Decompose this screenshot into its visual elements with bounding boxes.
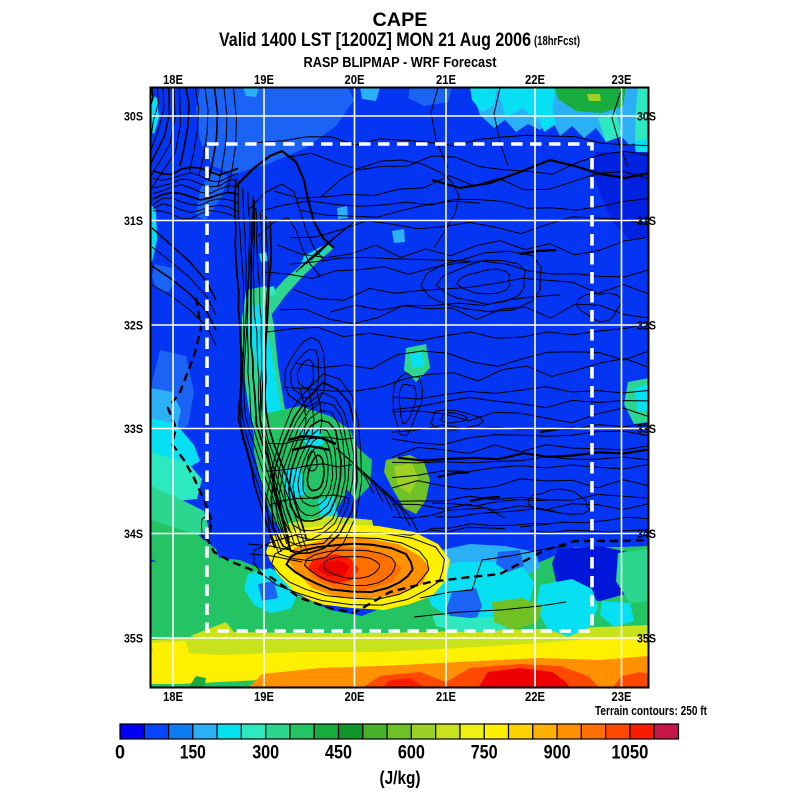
svg-text:22E: 22E	[525, 689, 545, 704]
svg-text:22E: 22E	[525, 72, 545, 87]
svg-text:18E: 18E	[163, 72, 183, 87]
svg-text:30S: 30S	[637, 112, 656, 124]
svg-text:RASP BLIPMAP - WRF Forecast: RASP BLIPMAP - WRF Forecast	[304, 55, 497, 71]
svg-text:34S: 34S	[637, 529, 656, 541]
svg-text:19E: 19E	[254, 72, 274, 87]
svg-text:(J/kg): (J/kg)	[380, 767, 421, 788]
svg-text:300: 300	[252, 742, 279, 764]
svg-text:35S: 35S	[637, 634, 656, 646]
svg-text:1050: 1050	[611, 742, 648, 764]
svg-text:900: 900	[544, 742, 571, 764]
svg-text:33S: 33S	[637, 424, 656, 436]
svg-text:35S: 35S	[124, 634, 143, 646]
svg-text:21E: 21E	[436, 72, 456, 87]
svg-text:32S: 32S	[124, 321, 143, 333]
svg-text:30S: 30S	[124, 112, 143, 124]
svg-text:Terrain contours: 250 ft: Terrain contours: 250 ft	[595, 704, 708, 718]
svg-text:31S: 31S	[124, 216, 143, 228]
svg-text:18E: 18E	[163, 689, 183, 704]
svg-text:23E: 23E	[612, 689, 632, 704]
svg-text:Valid 1400 LST [1200Z] MON 21: Valid 1400 LST [1200Z] MON 21 Aug 2006	[219, 30, 531, 51]
svg-text:19E: 19E	[254, 689, 274, 704]
svg-text:21E: 21E	[436, 689, 456, 704]
svg-text:20E: 20E	[345, 72, 365, 87]
svg-text:33S: 33S	[124, 424, 143, 436]
svg-text:750: 750	[471, 742, 498, 764]
svg-text:31S: 31S	[637, 216, 656, 228]
svg-text:(18hrFcst): (18hrFcst)	[534, 34, 580, 48]
svg-text:32S: 32S	[637, 321, 656, 333]
svg-text:23E: 23E	[612, 72, 632, 87]
svg-text:0: 0	[115, 742, 125, 764]
svg-text:34S: 34S	[124, 529, 143, 541]
svg-text:600: 600	[398, 742, 425, 764]
svg-text:450: 450	[325, 742, 352, 764]
svg-text:CAPE: CAPE	[373, 9, 428, 31]
svg-text:20E: 20E	[345, 689, 365, 704]
svg-text:150: 150	[180, 742, 206, 764]
